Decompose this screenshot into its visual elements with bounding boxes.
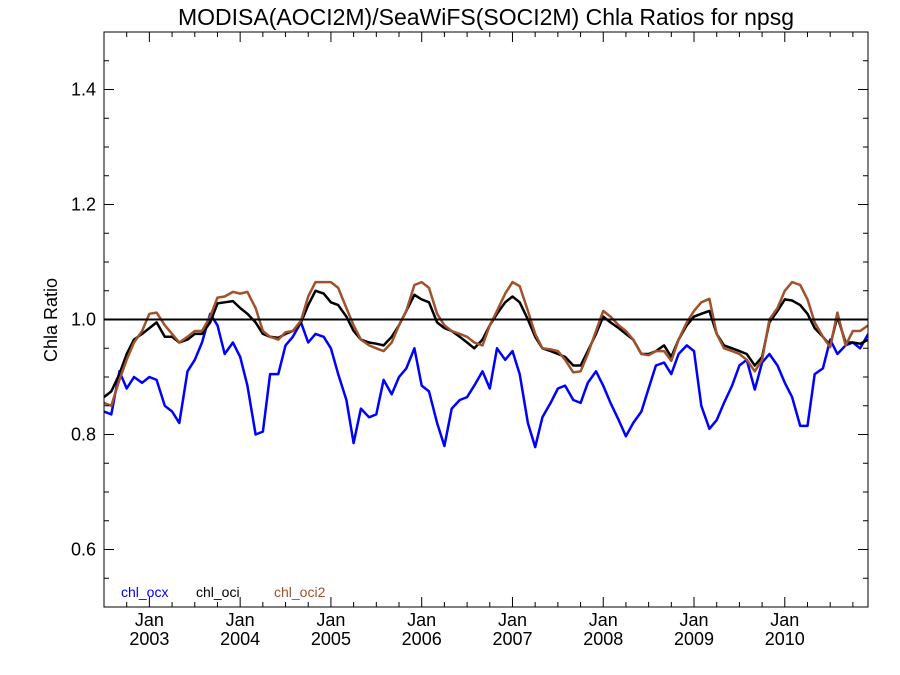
chart-title: MODISA(AOCI2M)/SeaWiFS(SOCI2M) Chla Rati… [178,4,794,30]
x-tick-month-label: Jan [680,610,709,630]
series-line-chl-ocx [104,312,868,449]
y-tick-label: 1.0 [71,310,96,330]
x-axis: Jan2003Jan2004Jan2005Jan2006Jan2007Jan20… [103,32,854,649]
x-tick-month-label: Jan [770,610,799,630]
legend-label-chl-oci: chl_oci [196,584,240,600]
x-tick-month-label: Jan [589,610,618,630]
y-axis-label: Chla Ratio [41,278,61,362]
x-tick-year-label: 2007 [492,629,532,649]
x-tick-year-label: 2008 [583,629,623,649]
x-tick-month-label: Jan [135,610,164,630]
legend-label-chl-oci2: chl_oci2 [274,584,326,600]
legend-label-chl-ocx: chl_ocx [121,584,168,600]
x-tick-year-label: 2004 [220,629,260,649]
x-tick-year-label: 2005 [311,629,351,649]
y-tick-label: 0.8 [71,425,96,445]
y-tick-label: 1.4 [71,80,96,100]
series-line-chl-oci2 [104,280,868,408]
y-tick-label: 1.2 [71,195,96,215]
series-layer [104,280,868,449]
x-tick-year-label: 2003 [129,629,169,649]
y-tick-label: 0.6 [71,540,96,560]
legend: chl_ocx chl_oci chl_oci2 [121,584,326,600]
x-tick-month-label: Jan [316,610,345,630]
x-tick-year-label: 2006 [402,629,442,649]
x-tick-year-label: 2009 [674,629,714,649]
x-tick-month-label: Jan [226,610,255,630]
y-axis: 0.6 0.8 1.0 1.2 1.4 [71,31,868,608]
x-tick-month-label: Jan [407,610,436,630]
x-tick-month-label: Jan [498,610,527,630]
x-tick-year-label: 2010 [765,629,805,649]
